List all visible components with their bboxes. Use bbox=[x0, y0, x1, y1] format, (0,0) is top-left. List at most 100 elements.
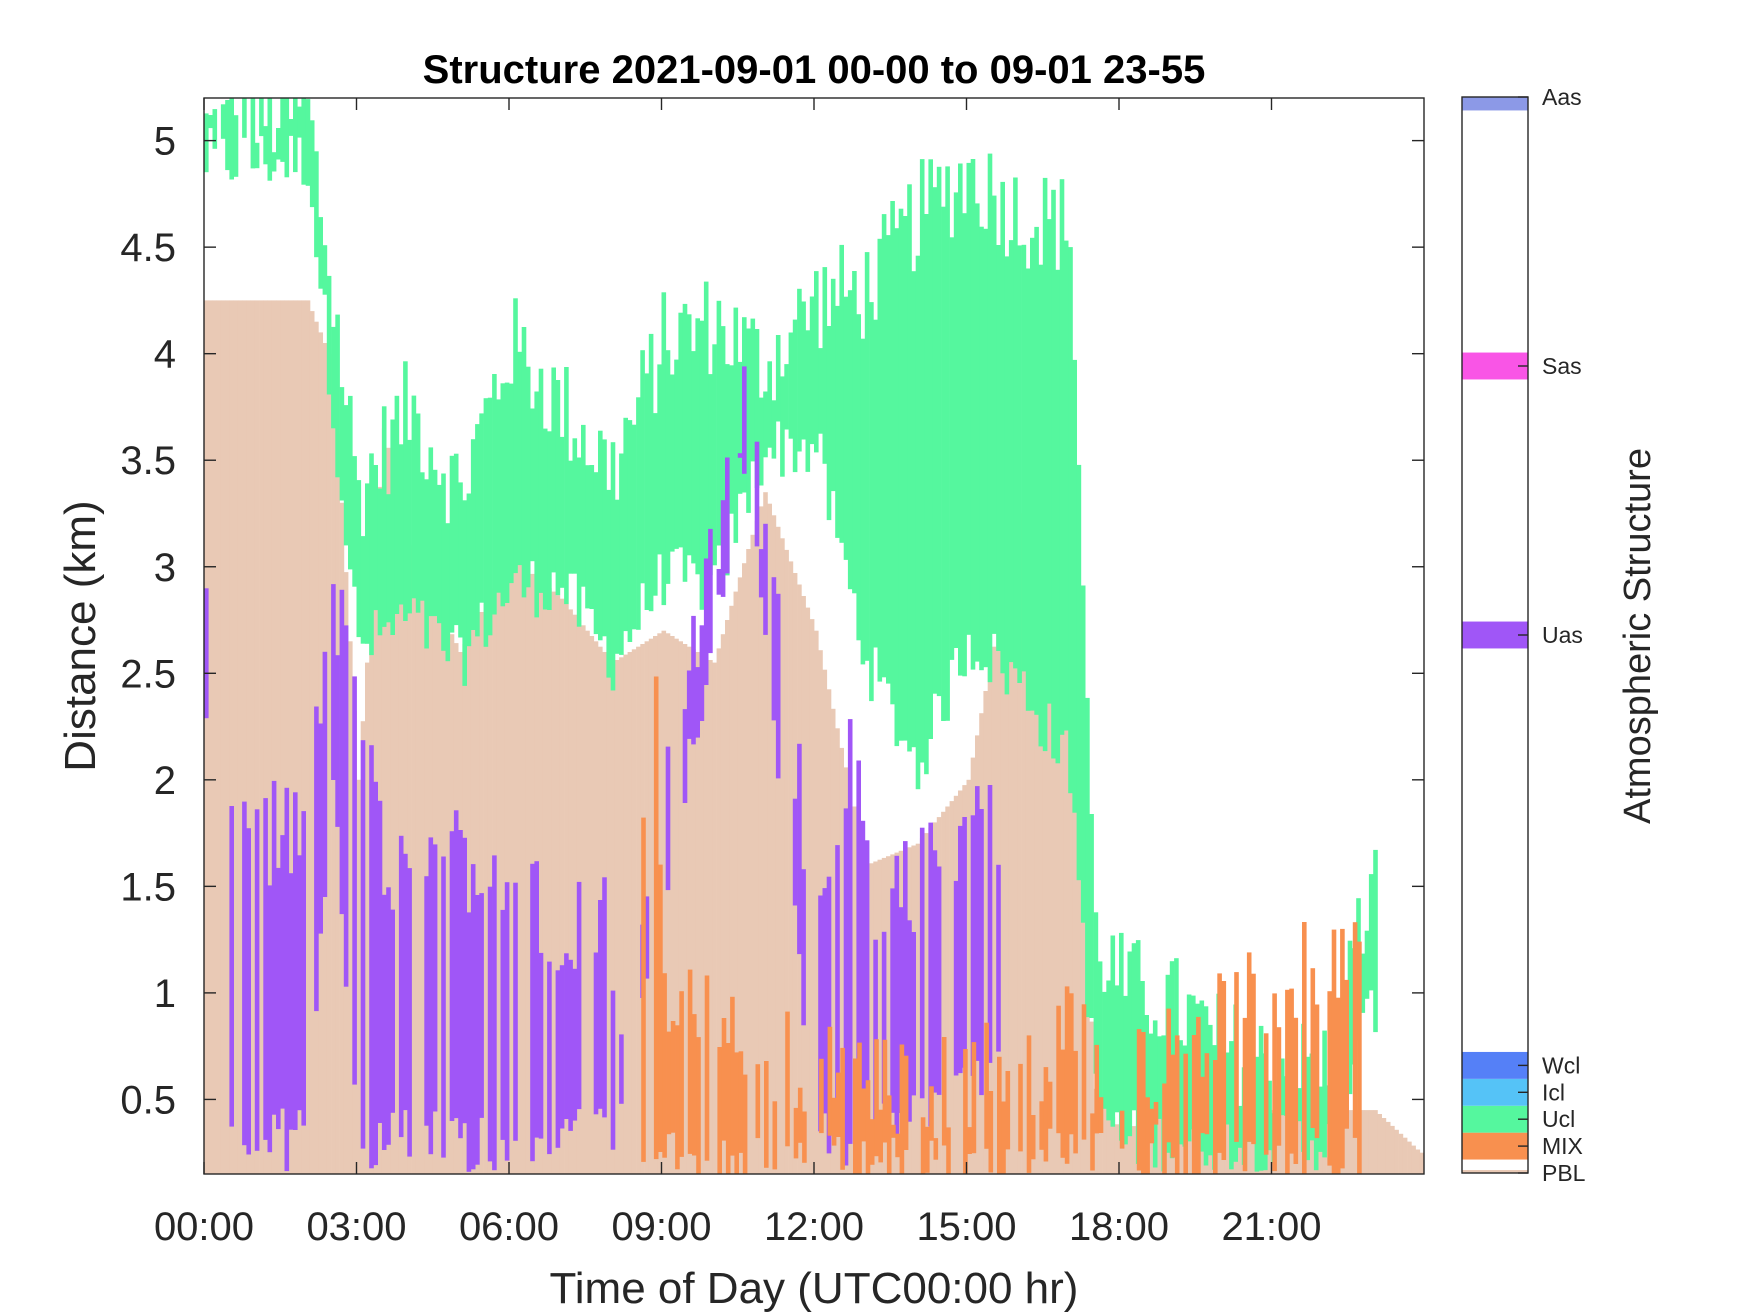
data-column bbox=[1025, 268, 1031, 711]
data-column bbox=[1217, 973, 1222, 1153]
data-column bbox=[720, 634, 726, 1174]
data-column bbox=[517, 563, 523, 1174]
data-column bbox=[538, 952, 544, 1139]
data-column bbox=[764, 1061, 769, 1168]
data-column bbox=[276, 867, 281, 1130]
data-column bbox=[259, 98, 264, 137]
data-column bbox=[627, 652, 633, 1174]
data-column bbox=[788, 561, 794, 1174]
data-column bbox=[373, 781, 378, 1166]
data-column bbox=[394, 486, 400, 1174]
data-column bbox=[559, 598, 565, 1174]
data-column bbox=[1170, 1054, 1176, 1158]
data-column bbox=[335, 314, 340, 478]
data-column bbox=[670, 1021, 676, 1133]
data-column bbox=[784, 549, 789, 1174]
data-column bbox=[1047, 219, 1052, 704]
data-column bbox=[1131, 943, 1137, 1111]
data-column bbox=[369, 453, 374, 656]
data-column bbox=[763, 492, 768, 1174]
data-column bbox=[555, 380, 561, 596]
data-column bbox=[1157, 1036, 1162, 1119]
data-column bbox=[691, 649, 696, 1174]
colorbar-frame bbox=[1461, 96, 1529, 1174]
data-column bbox=[606, 489, 611, 678]
data-column bbox=[1000, 181, 1005, 674]
data-column bbox=[1152, 1020, 1158, 1168]
data-column bbox=[775, 526, 781, 1174]
data-column bbox=[1144, 1015, 1149, 1142]
data-column bbox=[877, 859, 883, 1174]
data-column bbox=[475, 895, 480, 1165]
data-column bbox=[1234, 972, 1239, 1142]
data-column bbox=[898, 907, 904, 1113]
data-column bbox=[827, 1026, 833, 1136]
data-column bbox=[686, 670, 692, 739]
data-column bbox=[568, 460, 573, 574]
data-column bbox=[1251, 973, 1256, 1145]
data-column bbox=[936, 866, 942, 1095]
data-column bbox=[852, 271, 857, 594]
data-column bbox=[572, 438, 578, 574]
data-column bbox=[716, 569, 722, 595]
data-column bbox=[839, 244, 844, 543]
data-column bbox=[1127, 1127, 1133, 1174]
data-column bbox=[653, 676, 659, 1160]
data-column bbox=[509, 383, 514, 584]
data-column bbox=[991, 195, 997, 634]
data-column bbox=[504, 564, 510, 1174]
data-column bbox=[398, 835, 404, 1138]
data-column bbox=[530, 863, 535, 1162]
data-column bbox=[928, 159, 933, 740]
data-column bbox=[1073, 1050, 1078, 1154]
colorbar-swatch-pbl bbox=[1462, 1170, 1528, 1173]
data-column bbox=[814, 630, 819, 1174]
data-column bbox=[987, 785, 993, 1063]
x-tick-label: 21:00 bbox=[1221, 1205, 1321, 1249]
data-column bbox=[547, 588, 552, 1174]
data-column bbox=[865, 1080, 871, 1174]
data-column bbox=[297, 300, 302, 1174]
data-column bbox=[662, 973, 667, 1158]
data-column bbox=[263, 126, 268, 165]
data-column bbox=[1051, 189, 1056, 759]
data-column bbox=[479, 612, 484, 1174]
data-column bbox=[899, 1044, 905, 1174]
data-column bbox=[466, 493, 472, 647]
data-column bbox=[644, 373, 650, 610]
data-column bbox=[1110, 1117, 1116, 1174]
data-column bbox=[835, 305, 840, 538]
data-column bbox=[1039, 1101, 1044, 1150]
data-column bbox=[963, 1049, 968, 1174]
data-column bbox=[1352, 1110, 1357, 1174]
data-column bbox=[1419, 1152, 1425, 1174]
data-column bbox=[1373, 1110, 1378, 1174]
data-column bbox=[785, 1011, 790, 1147]
data-column bbox=[725, 1043, 731, 1174]
data-column bbox=[1296, 1088, 1302, 1122]
data-column bbox=[1076, 819, 1082, 1174]
data-column bbox=[242, 98, 247, 138]
data-column bbox=[911, 932, 916, 1096]
data-column bbox=[462, 837, 467, 1124]
data-column bbox=[864, 840, 870, 1122]
data-column bbox=[280, 835, 285, 1109]
data-column bbox=[449, 831, 455, 1121]
data-column bbox=[1021, 244, 1027, 672]
data-column bbox=[267, 885, 273, 1153]
data-column bbox=[1102, 991, 1107, 1109]
data-column bbox=[1411, 1145, 1416, 1174]
data-column bbox=[1224, 1110, 1230, 1174]
data-column bbox=[369, 745, 374, 1169]
data-column bbox=[746, 328, 751, 513]
data-column bbox=[365, 483, 370, 644]
data-column bbox=[903, 841, 908, 1099]
data-column bbox=[953, 880, 959, 1076]
data-column bbox=[678, 641, 683, 1174]
data-column bbox=[331, 326, 336, 429]
data-column bbox=[835, 845, 840, 1107]
data-column bbox=[1089, 1021, 1094, 1174]
data-column bbox=[487, 397, 493, 636]
data-column bbox=[1347, 1110, 1353, 1174]
data-column bbox=[780, 538, 785, 1174]
